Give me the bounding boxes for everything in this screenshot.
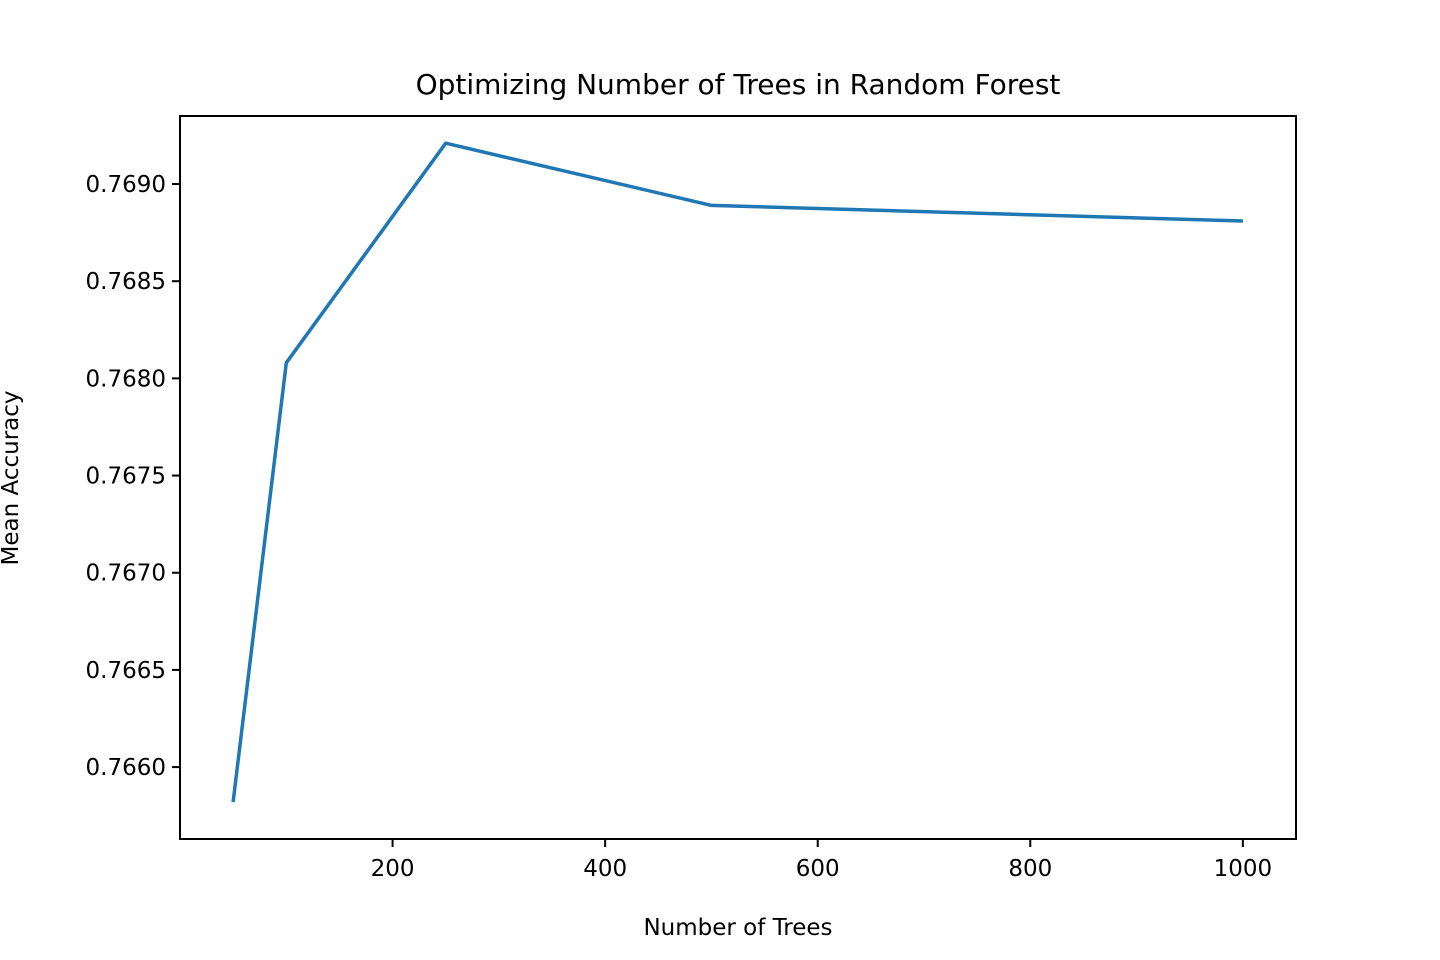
y-tick-label: 0.7665	[86, 658, 166, 684]
y-tick-label: 0.7675	[86, 464, 166, 490]
x-axis-label: Number of Trees	[643, 915, 832, 941]
x-tick-label: 200	[371, 856, 415, 882]
y-tick-label: 0.7685	[86, 269, 166, 295]
y-tick-label: 0.7690	[86, 172, 166, 198]
x-tick-label: 800	[1008, 856, 1052, 882]
series-layer	[231, 141, 1243, 803]
y-tick-label: 0.7680	[86, 366, 166, 392]
plot-area: 200 400 600 800 1000 0.7660 0.7665 0.7670 0.767…	[86, 115, 1297, 882]
y-axis-label: Mean Accuracy	[0, 391, 24, 566]
x-tick-label: 600	[796, 856, 840, 882]
chart-title: Optimizing Number of Trees in Random For…	[416, 68, 1061, 101]
x-axis: 200 400 600 800 1000	[371, 839, 1273, 882]
y-tick-label: 0.7660	[86, 755, 166, 781]
y-tick-label: 0.7670	[86, 561, 166, 587]
series-line	[231, 141, 1243, 803]
y-axis: 0.7660 0.7665 0.7670 0.7675 0.7680 0.7685 0.76…	[86, 172, 180, 781]
plot-frame	[179, 115, 1297, 840]
x-tick-label: 400	[583, 856, 627, 882]
x-tick-label: 1000	[1214, 856, 1273, 882]
